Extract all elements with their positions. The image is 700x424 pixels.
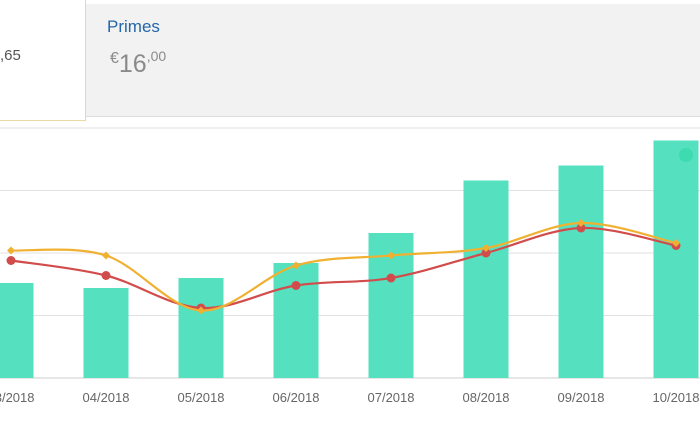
x-tick-label: 08/2018: [463, 390, 510, 405]
amount-integer: 16: [118, 50, 147, 78]
x-tick-label: 03/2018: [0, 390, 35, 405]
line-series-1: [10, 221, 677, 312]
bar-10/2018: [653, 140, 699, 378]
line-point-1-05/2018: [197, 306, 205, 315]
currency-symbol: €: [110, 50, 119, 67]
line-point-1-04/2018: [102, 251, 110, 260]
x-axis-ticks: 03/2018 04/2018 05/2018 06/2018 07/2018 08/20…: [0, 390, 700, 405]
line-point-1-08/2018: [482, 244, 490, 252]
primes-amount: €16,00: [110, 48, 166, 79]
x-tick-label: 06/2018: [273, 390, 320, 405]
line-point-0-03/2018: [6, 256, 16, 265]
bar-05/2018: [178, 278, 224, 378]
line-point-1-10/2018: [672, 239, 680, 247]
bar-08/2018: [463, 180, 509, 378]
x-tick-label: 05/2018: [178, 390, 225, 405]
primes-label: Primes: [107, 17, 160, 36]
tile-amount: ,65: [0, 47, 21, 64]
active-summary-tile[interactable]: ,65: [0, 0, 86, 121]
bar-09/2018: [558, 165, 604, 378]
line-point-0-07/2018: [386, 273, 396, 283]
combo-chart: 03/2018 04/2018 05/2018 06/2018 07/2018 08/20…: [0, 127, 700, 405]
bar-06/2018: [273, 263, 319, 378]
line-point-1-06/2018: [292, 261, 300, 270]
line-point-0-09/2018: [576, 223, 586, 233]
line-point-0-08/2018: [481, 248, 491, 258]
line-point-0-06/2018: [291, 281, 301, 290]
line-point-1-07/2018: [387, 251, 395, 260]
summary-tiles: ,65 Primes €16,00: [0, 0, 700, 122]
primes-summary-tile[interactable]: Primes €16,00: [86, 4, 700, 117]
x-tick-label: 10/2018: [653, 390, 700, 405]
line-point-1-09/2018: [577, 219, 585, 227]
x-tick-label: 07/2018: [368, 390, 415, 405]
legend-marker-dot[interactable]: [679, 148, 693, 162]
x-tick-label: 09/2018: [558, 390, 605, 405]
line-point-1-03/2018: [7, 246, 15, 255]
line-series: [6, 219, 681, 315]
bar-series: [0, 140, 699, 378]
line-point-0-04/2018: [101, 271, 111, 280]
line-series-0: [10, 226, 677, 310]
amount-decimals: ,00: [146, 48, 167, 64]
bar-03/2018: [0, 283, 34, 378]
x-tick-label: 04/2018: [83, 390, 130, 405]
bar-04/2018: [83, 288, 129, 378]
